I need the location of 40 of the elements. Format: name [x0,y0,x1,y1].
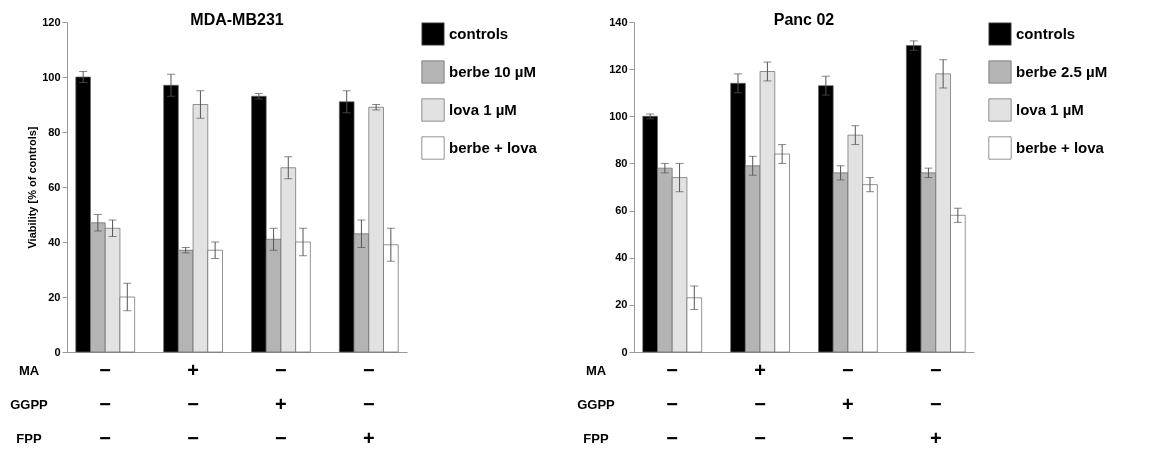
y-tick-label: 40 [615,251,628,264]
chart-title: MDA-MB231 [190,11,284,28]
legend-label: controls [1016,25,1076,42]
chart-title: Panc 02 [773,11,835,28]
y-tick-label: 100 [609,109,628,122]
y-tick-label: 0 [621,345,628,358]
legend-label: lova 1 µM [449,101,517,118]
text: MA [585,363,607,378]
y-tick-label: 20 [615,298,628,311]
x-tick-label: − − + [362,358,375,449]
y-tick-label: 0 [54,345,61,358]
x-tick-label: − + − [275,358,287,449]
legend-label: berbe 2.5 µM [1016,63,1108,80]
legend-label: controls [449,25,509,42]
y-tick-label: 80 [48,125,61,138]
y-axis-title: Viability [% of controls] [26,126,39,249]
text: GGPP [10,397,49,412]
legend-label: berbe + lova [1016,139,1105,156]
text: FPP [583,431,609,446]
text: GGPP [577,397,616,412]
legend-label: lova 1 µM [1016,101,1084,118]
x-tick-label: + − − [754,358,766,449]
x-tick-label: − − − [666,358,679,449]
y-tick-label: 20 [48,290,61,303]
y-tick-label: 120 [42,15,61,28]
y-tick-label: 60 [615,204,628,217]
text: MA [18,363,40,378]
x-tick-label: − + − [842,358,854,449]
y-tick-label: 120 [609,62,628,75]
y-tick-label: 140 [609,15,628,28]
y-tick-label: 60 [48,180,61,193]
legend-label: berbe + lova [449,139,538,156]
x-tick-label: − − + [929,358,942,449]
x-tick-label: − − − [99,358,112,449]
y-tick-label: 80 [615,156,628,169]
legend-label: berbe 10 µM [449,63,537,80]
x-tick-label: + − − [187,358,199,449]
y-tick-label: 40 [48,235,61,248]
y-tick-label: 100 [42,70,61,83]
text: FPP [16,431,42,446]
